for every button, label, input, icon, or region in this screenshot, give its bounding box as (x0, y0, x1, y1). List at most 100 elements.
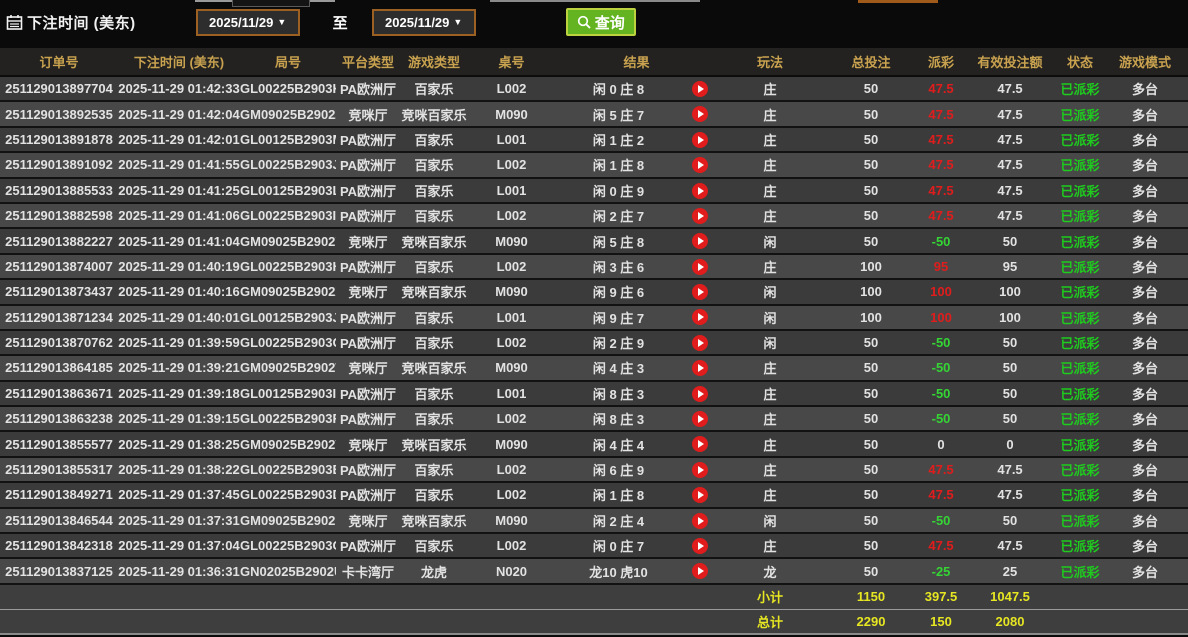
result-cell: 闲 9 庄 6 (592, 285, 645, 301)
play-type-cell: 庄 (763, 183, 777, 199)
replay-play-icon[interactable] (692, 80, 708, 97)
table-no-cell: M090 (495, 284, 528, 300)
replay-play-icon[interactable] (692, 411, 708, 428)
platform-cell: 竞咪厅 (348, 361, 388, 377)
result-cell: 闲 2 庄 7 (592, 209, 645, 225)
replay-cell (682, 254, 718, 279)
replay-play-icon[interactable] (692, 309, 708, 326)
replay-play-icon[interactable] (692, 131, 708, 148)
replay-play-icon[interactable] (692, 157, 708, 174)
status-cell: 已派彩 (1060, 209, 1100, 225)
payout-cell: -50 (931, 233, 951, 249)
replay-play-icon[interactable] (692, 487, 708, 504)
total-bet-cell: 50 (863, 563, 879, 579)
table-row: 251129013892535 2025-11-29 01:42:04 GM09… (0, 101, 1188, 127)
total-bet-cell: 50 (863, 131, 879, 147)
payout-cell: 47.5 (928, 538, 954, 554)
game-type-cell: 百家乐 (414, 336, 454, 352)
date-to-select[interactable]: 2025/11/29 ▼ (371, 8, 476, 36)
table-row: 251129013863671 2025-11-29 01:39:18 GL00… (0, 380, 1188, 407)
cropped-element-remnant (858, 0, 938, 3)
bet-time-cell: 2025-11-29 01:39:15 (118, 411, 240, 427)
replay-cell (682, 533, 718, 558)
replay-play-icon[interactable] (692, 512, 708, 529)
round-id-cell: GL00225B2903H (240, 258, 336, 274)
play-type-cell: 庄 (763, 412, 777, 428)
game-mode-cell: 多台 (1132, 234, 1159, 250)
platform-cell: PA欧洲厅 (339, 336, 397, 352)
game-type-cell: 竞咪百家乐 (401, 361, 467, 377)
replay-play-icon[interactable] (692, 284, 708, 301)
game-mode-cell: 多台 (1132, 310, 1159, 326)
platform-cell: PA欧洲厅 (339, 259, 397, 275)
total-bet-cell: 50 (863, 182, 879, 198)
valid-bet-cell: 50 (1002, 233, 1018, 249)
column-header-play-type: 玩法 (718, 48, 823, 77)
table-no-cell: L002 (496, 462, 527, 478)
valid-bet-cell: 50 (1002, 512, 1018, 528)
date-from-select[interactable]: 2025/11/29 ▼ (195, 8, 300, 36)
result-cell: 闲 0 庄 8 (592, 82, 645, 98)
order-id-cell: 251129013873437 (5, 284, 113, 300)
valid-bet-cell: 47.5 (997, 487, 1023, 503)
result-cell: 闲 2 庄 4 (592, 513, 645, 529)
column-header-total-bet: 总投注 (822, 48, 921, 77)
round-id-cell: GL00225B2903E (240, 462, 336, 478)
payout-cell: 47.5 (928, 106, 954, 122)
order-id-cell: 251129013849271 (5, 487, 113, 503)
replay-play-icon[interactable] (692, 385, 708, 402)
bet-time-cell: 2025-11-29 01:42:33 (118, 81, 240, 97)
replay-cell (682, 330, 718, 355)
subtotal-row: 小计 1150 397.5 1047.5 (0, 583, 1188, 610)
replay-cell (682, 127, 718, 152)
replay-play-icon[interactable] (692, 436, 708, 453)
replay-play-icon[interactable] (692, 106, 708, 123)
play-type-cell: 闲 (763, 310, 777, 326)
game-type-cell: 百家乐 (414, 539, 454, 555)
bet-time-cell: 2025-11-29 01:38:25 (118, 436, 240, 452)
table-row: 251129013842318 2025-11-29 01:37:04 GL00… (0, 533, 1188, 559)
query-toolbar: 下注时间 (美东) 2025/11/29 ▼ 至 2025/11/29 ▼ 查询 (0, 0, 1188, 44)
platform-cell: 竞咪厅 (348, 234, 388, 250)
result-cell: 闲 3 庄 6 (592, 259, 645, 275)
table-row: 251129013885533 2025-11-29 01:41:25 GL00… (0, 177, 1188, 203)
platform-cell: PA欧洲厅 (339, 132, 397, 148)
status-cell: 已派彩 (1060, 336, 1100, 352)
platform-cell: PA欧洲厅 (339, 82, 397, 98)
replay-play-icon[interactable] (692, 182, 708, 199)
search-button[interactable]: 查询 (565, 8, 636, 36)
replay-play-icon[interactable] (692, 233, 708, 250)
payout-cell: -50 (931, 335, 951, 351)
order-id-cell: 251129013863671 (5, 385, 113, 401)
round-id-cell: GL00225B2903K (240, 81, 336, 97)
result-cell: 闲 1 庄 8 (592, 158, 645, 174)
total-bet-cell: 50 (863, 335, 879, 351)
bet-time-cell: 2025-11-29 01:41:25 (118, 182, 240, 198)
replay-play-icon[interactable] (692, 461, 708, 478)
play-type-cell: 庄 (763, 539, 777, 555)
game-type-cell: 竞咪百家乐 (401, 285, 467, 301)
valid-bet-cell: 50 (1002, 360, 1018, 376)
payout-cell: 47.5 (928, 182, 954, 198)
replay-cell (682, 228, 718, 253)
replay-play-icon[interactable] (692, 258, 708, 275)
platform-cell: PA欧洲厅 (339, 386, 397, 402)
replay-play-icon[interactable] (692, 538, 708, 554)
game-type-cell: 龙虎 (420, 564, 447, 580)
bet-time-cell: 2025-11-29 01:39:59 (118, 335, 240, 351)
replay-play-icon[interactable] (692, 207, 708, 224)
table-no-cell: L002 (496, 538, 527, 554)
replay-play-icon[interactable] (692, 360, 708, 377)
round-id-cell: GM09025B2902Y (240, 233, 336, 249)
game-type-cell: 百家乐 (414, 132, 454, 148)
payout-cell: -50 (931, 385, 951, 401)
order-id-cell: 251129013897704 (5, 81, 113, 97)
replay-play-icon[interactable] (692, 563, 708, 580)
replay-play-icon[interactable] (692, 334, 708, 351)
round-id-cell: GL00225B2903J (240, 157, 336, 173)
status-cell: 已派彩 (1060, 310, 1100, 326)
platform-cell: PA欧洲厅 (339, 463, 397, 479)
table-no-cell: M090 (495, 233, 528, 249)
table-no-cell: M090 (495, 360, 528, 376)
result-cell: 闲 5 庄 8 (592, 234, 645, 250)
